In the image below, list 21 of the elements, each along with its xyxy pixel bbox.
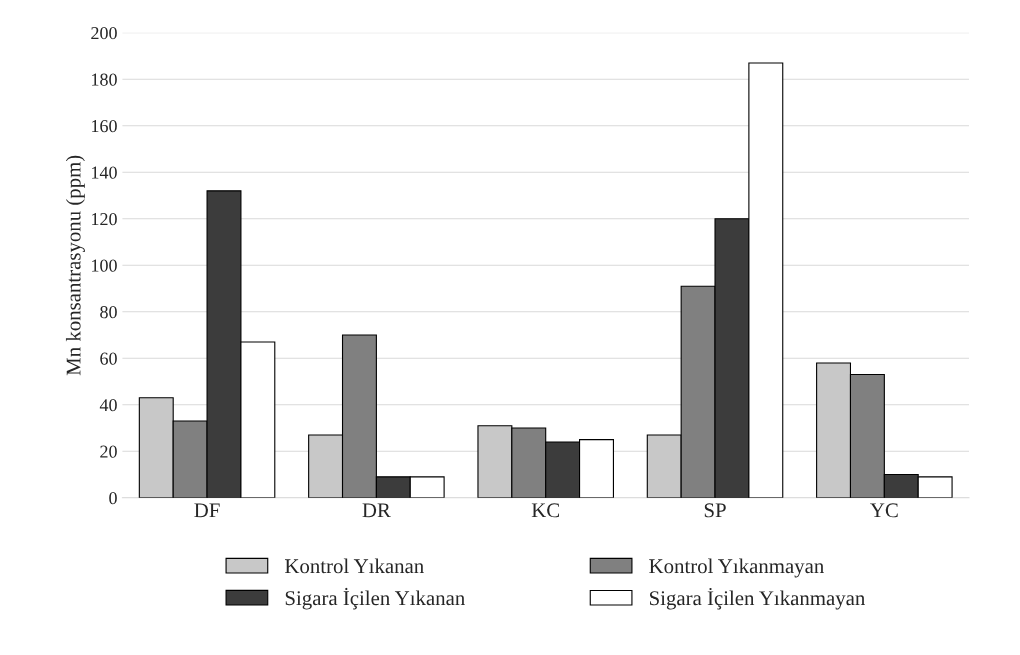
x-tick-label: DR bbox=[362, 503, 391, 518]
x-tick-label: SP bbox=[704, 503, 726, 518]
legend-label: Kontrol Yıkanan bbox=[285, 558, 424, 574]
legend-label: Sigara İçilen Yıkanmayan bbox=[649, 587, 866, 610]
y-tick-label: 100 bbox=[92, 259, 117, 272]
y-axis-title: Mn konsantrasyonu (ppm) bbox=[65, 155, 85, 376]
legend-label: Kontrol Yıkanmayan bbox=[649, 558, 824, 578]
x-tick-label: YC bbox=[870, 503, 898, 518]
x-tick-label: KC bbox=[531, 503, 560, 518]
y-tick-label: 40 bbox=[99, 399, 117, 412]
y-tick-label: 60 bbox=[100, 352, 117, 365]
y-tick-label: 0 bbox=[109, 492, 117, 505]
y-tick-label: 140 bbox=[92, 166, 117, 179]
y-tick-label: 160 bbox=[92, 120, 117, 133]
y-tick-label: 200 bbox=[91, 27, 117, 40]
legend-label: Sigara İçilen Yıkanan bbox=[285, 587, 465, 610]
x-tick-label: DF bbox=[194, 503, 220, 518]
y-tick-label: 20 bbox=[100, 445, 117, 458]
y-tick-label: 180 bbox=[92, 73, 117, 86]
y-tick-label: 120 bbox=[92, 213, 117, 226]
y-tick-label: 80 bbox=[100, 306, 117, 319]
